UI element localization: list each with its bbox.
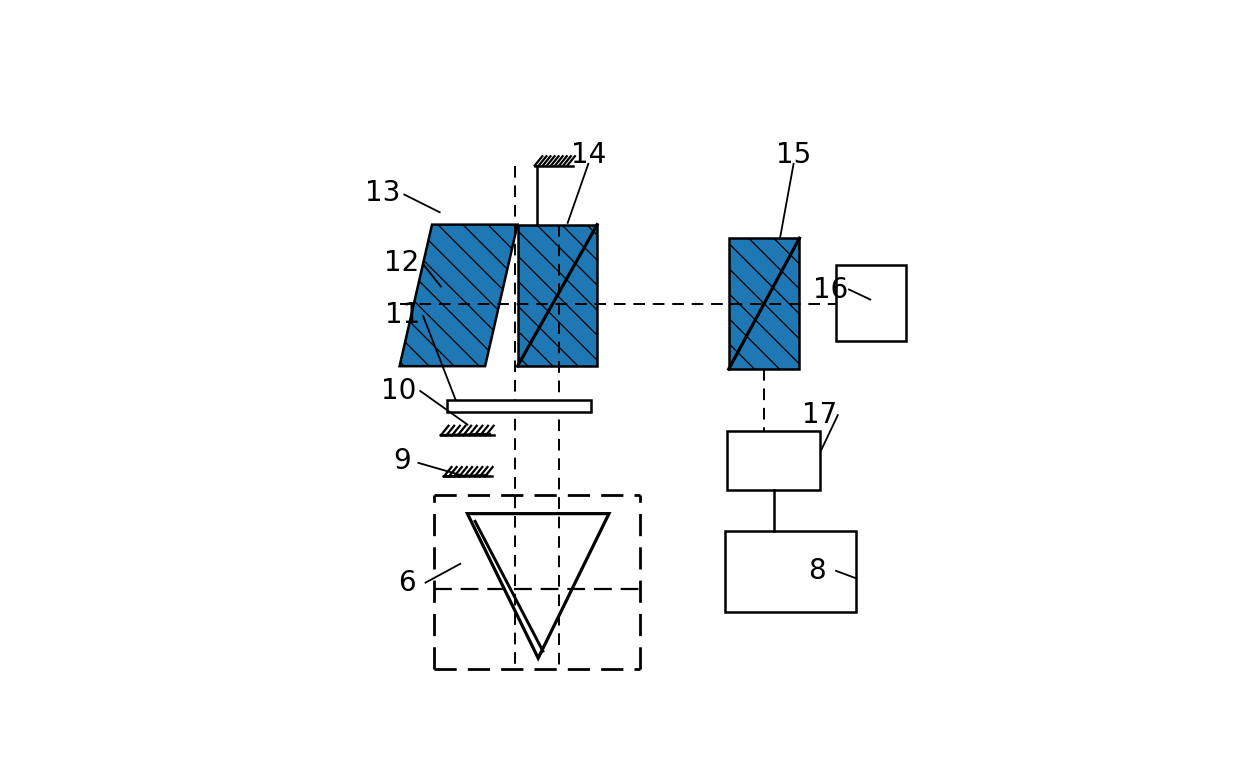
Text: 12: 12: [383, 249, 419, 277]
Polygon shape: [399, 224, 517, 366]
Bar: [727, 431, 820, 490]
Text: 13: 13: [366, 179, 401, 208]
Text: 10: 10: [381, 377, 417, 405]
Text: 16: 16: [812, 276, 848, 303]
Text: 8: 8: [808, 557, 826, 585]
Text: 17: 17: [802, 401, 837, 429]
Text: 14: 14: [570, 141, 606, 169]
Polygon shape: [729, 238, 800, 369]
Text: 11: 11: [384, 301, 420, 329]
Text: 15: 15: [776, 141, 811, 169]
Bar: [446, 400, 591, 411]
Bar: [725, 531, 856, 612]
Polygon shape: [517, 224, 598, 366]
Text: 9: 9: [393, 447, 412, 475]
Text: 6: 6: [398, 568, 415, 597]
Bar: [836, 265, 905, 341]
